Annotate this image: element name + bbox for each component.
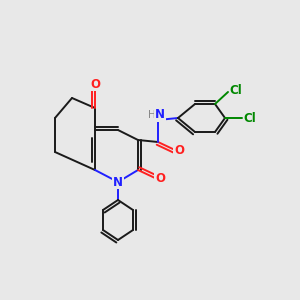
Text: H: H (148, 110, 156, 120)
Text: N: N (155, 109, 165, 122)
Text: O: O (174, 143, 184, 157)
Text: O: O (90, 77, 100, 91)
Text: Cl: Cl (230, 83, 242, 97)
Text: Cl: Cl (244, 112, 256, 124)
Text: N: N (113, 176, 123, 188)
Text: O: O (155, 172, 165, 184)
